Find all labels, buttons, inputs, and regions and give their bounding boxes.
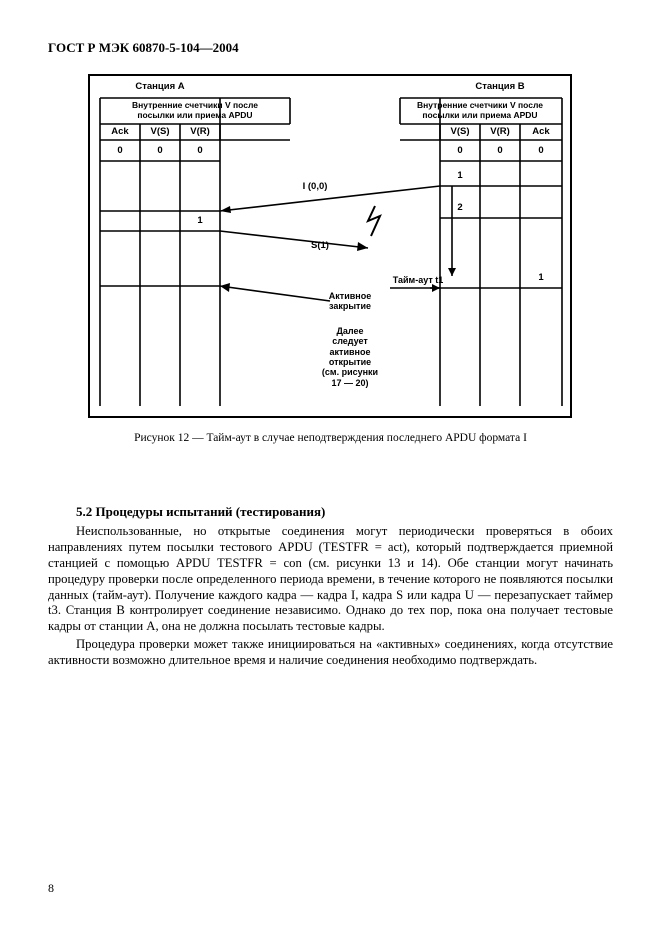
figure-b-vs-1: 1 [440, 171, 480, 182]
page-number: 8 [48, 881, 54, 896]
figure-i00-label: I (0,0) [290, 182, 340, 193]
figure-b-ack-1: 1 [520, 273, 562, 284]
figure-timeout-label: Тайм-аут t1 [388, 275, 448, 285]
figure-b-vs-0: 0 [440, 146, 480, 157]
figure-b-col-vs: V(S) [440, 127, 480, 138]
figure-a-ack-0: 0 [100, 146, 140, 157]
figure-note-label: Далее следует активное открытие (см. рис… [310, 326, 390, 388]
figure-b-vr-0: 0 [480, 146, 520, 157]
figure-s1-label: S(1) [300, 241, 340, 252]
figure-b-col-vr: V(R) [480, 127, 520, 138]
figure-b-col-ack: Ack [520, 127, 562, 138]
figure-b-vs-2: 2 [440, 203, 480, 214]
figure-active-close-label: Активное закрытие [315, 291, 385, 312]
figure-12-caption: Рисунок 12 — Тайм-аут в случае неподтвер… [48, 432, 613, 444]
section-5-2-title: 5.2 Процедуры испытаний (тестирования) [48, 504, 613, 520]
figure-a-vs-0: 0 [140, 146, 180, 157]
figure-a-vr-0: 0 [180, 146, 220, 157]
section-5-2-para-1: Неиспользованные, но открытые соединения… [48, 524, 613, 635]
figure-a-col-vr: V(R) [180, 127, 220, 138]
figure-a-col-ack: Ack [100, 127, 140, 138]
figure-sub-a: Внутренние счетчики V после посылки или … [100, 101, 290, 121]
section-5-2-para-2: Процедура проверки может также иницииров… [48, 637, 613, 669]
figure-b-ack-0: 0 [520, 146, 562, 157]
figure-a-vr-1: 1 [180, 216, 220, 227]
doc-standard-header: ГОСТ Р МЭК 60870-5-104—2004 [48, 40, 613, 56]
figure-sub-b: Внутренние счетчики V после посылки или … [400, 101, 560, 121]
figure-station-b-title: Станция B [440, 82, 560, 93]
figure-station-a-title: Станция A [100, 82, 220, 93]
figure-a-col-vs: V(S) [140, 127, 180, 138]
figure-12: Станция A Станция B Внутренние счетчики … [88, 74, 572, 418]
